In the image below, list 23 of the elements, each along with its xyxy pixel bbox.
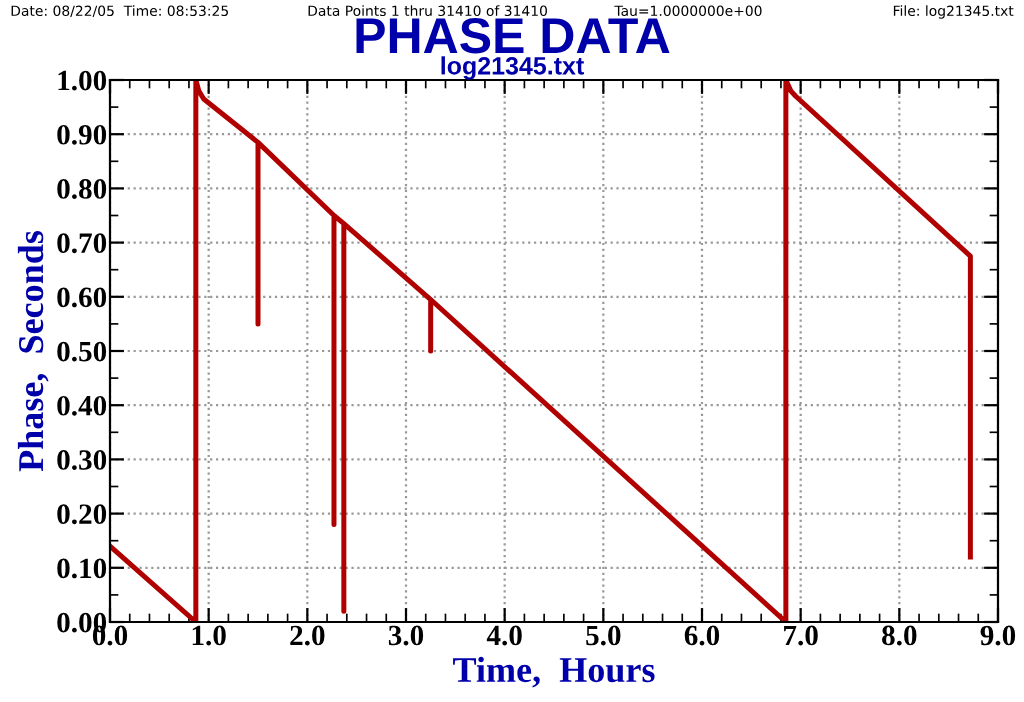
x-tick-label: 5.0 [586,625,621,646]
y-tick-label: 0.50 [57,341,107,362]
y-tick-label: 0.80 [57,179,107,199]
chart-subtitle: log21345.txt [441,56,584,80]
y-tick-label: 0.90 [57,124,107,145]
x-tick-label: 1.0 [192,625,226,646]
y-tick-label: 0.70 [57,233,107,254]
y-tick-label: 0.40 [57,395,107,416]
y-tick-label: 0.60 [57,287,107,308]
chart-title: PHASE DATA [356,18,670,54]
x-tick-label: 2.0 [290,625,325,646]
x-tick-label: 9.0 [980,625,1016,646]
y-tick-label: 1.00 [58,70,107,91]
x-tick-label: 6.0 [684,625,720,646]
y-tick-label: 0.10 [57,558,107,579]
x-tick-label: 3.0 [388,625,424,646]
x-tick-label: 7.0 [784,625,818,646]
y-axis-title: Phase, Seconds [17,231,49,472]
y-tick-label: 0.20 [57,504,107,525]
y-tick-label: 0.30 [57,450,107,470]
x-tick-label: 4.0 [486,625,522,646]
x-axis-title: Time, Hours [453,656,655,688]
x-tick-label: 8.0 [882,625,917,646]
